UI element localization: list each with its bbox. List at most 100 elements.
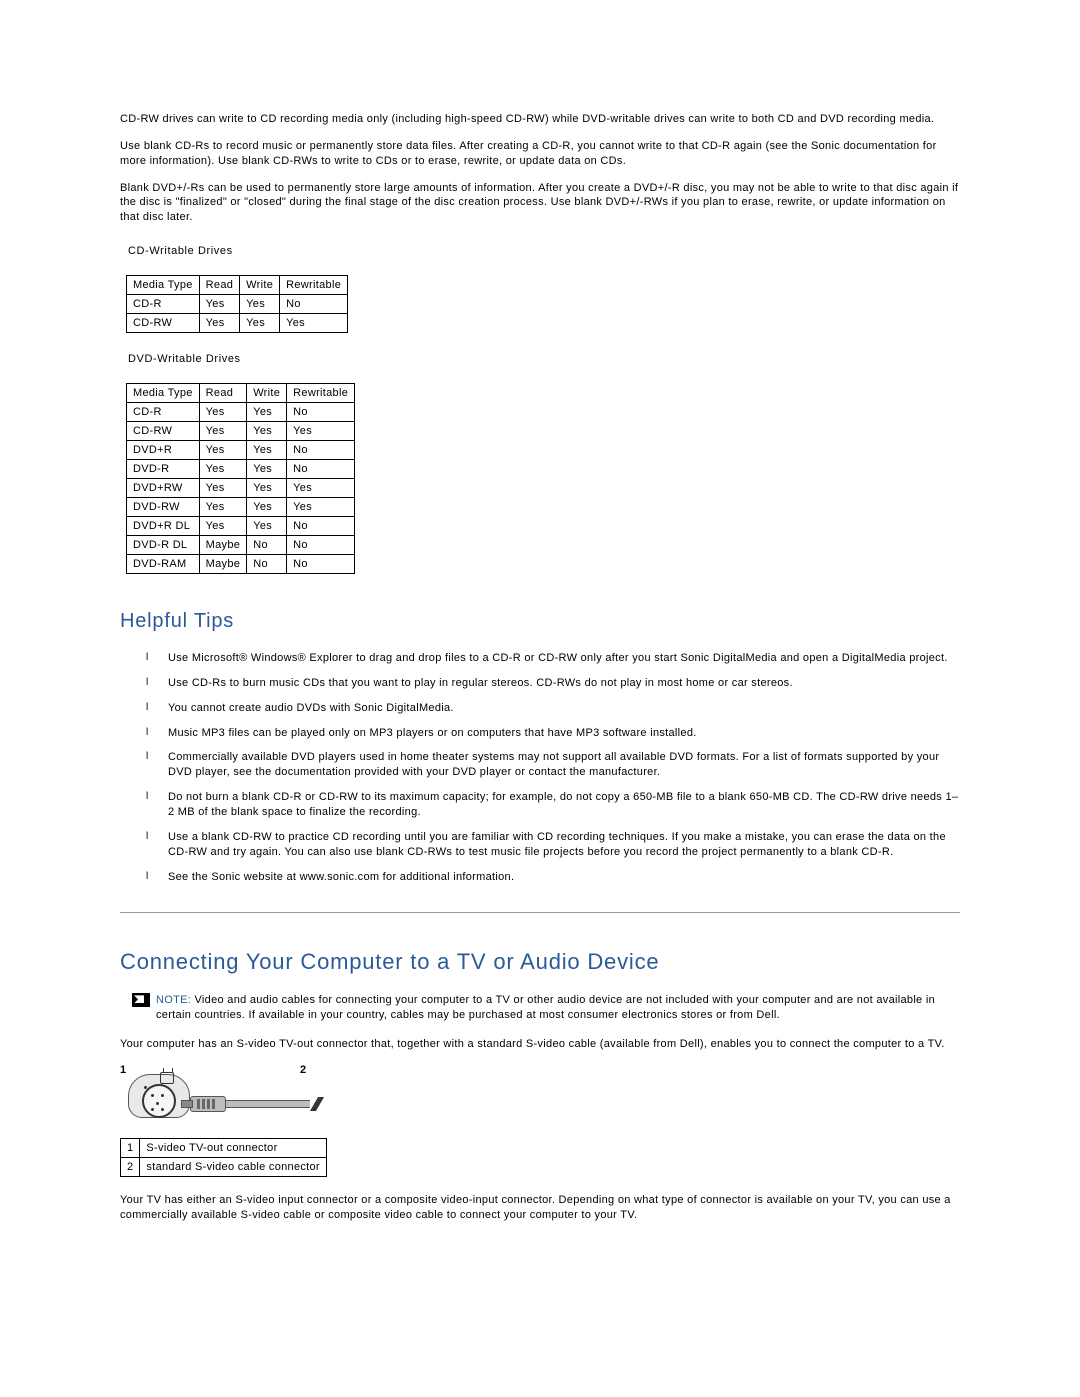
table-cell: No bbox=[287, 460, 355, 479]
list-item: See the Sonic website at www.sonic.com f… bbox=[146, 870, 960, 885]
table-cell: Yes bbox=[199, 517, 247, 536]
connect-paragraph-2: Your TV has either an S-video input conn… bbox=[120, 1193, 960, 1223]
table-cell: 2 bbox=[121, 1157, 140, 1176]
table-cell: Yes bbox=[199, 422, 247, 441]
table-cell: S-video TV-out connector bbox=[140, 1138, 326, 1157]
col-rewritable: Rewritable bbox=[287, 384, 355, 403]
note-body: Video and audio cables for connecting yo… bbox=[156, 994, 935, 1021]
table-cell: No bbox=[287, 555, 355, 574]
table-cell: DVD-RAM bbox=[127, 555, 200, 574]
document-page: CD-RW drives can write to CD recording m… bbox=[0, 0, 1080, 1295]
table-cell: DVD+R bbox=[127, 441, 200, 460]
table-cell: Yes bbox=[247, 441, 287, 460]
helpful-tips-heading: Helpful Tips bbox=[120, 610, 960, 633]
table-cell: No bbox=[247, 536, 287, 555]
list-item: You cannot create audio DVDs with Sonic … bbox=[146, 701, 960, 716]
table-row: 1S-video TV-out connector bbox=[121, 1138, 327, 1157]
dvd-writable-table: Media Type Read Write Rewritable CD-RYes… bbox=[126, 383, 355, 574]
svideo-socket-icon bbox=[142, 1084, 176, 1118]
table-cell: Yes bbox=[247, 403, 287, 422]
list-item: Use a blank CD-RW to practice CD recordi… bbox=[146, 830, 960, 860]
table-cell: DVD+RW bbox=[127, 479, 200, 498]
cd-table-caption: CD-Writable Drives bbox=[128, 245, 960, 257]
table-cell: CD-RW bbox=[127, 422, 200, 441]
intro-paragraph-2: Use blank CD-Rs to record music or perma… bbox=[120, 139, 960, 169]
table-row: DVD-RYesYesNo bbox=[127, 460, 355, 479]
table-header-row: Media Type Read Write Rewritable bbox=[127, 384, 355, 403]
tv-icon bbox=[160, 1072, 174, 1084]
table-row: CD-RWYesYesYes bbox=[127, 314, 348, 333]
table-cell: No bbox=[287, 536, 355, 555]
diagram-legend-table: 1S-video TV-out connector2standard S-vid… bbox=[120, 1138, 327, 1177]
table-cell: No bbox=[287, 441, 355, 460]
table-row: DVD+RWYesYesYes bbox=[127, 479, 355, 498]
table-cell: Yes bbox=[199, 460, 247, 479]
list-item: Use Microsoft® Windows® Explorer to drag… bbox=[146, 651, 960, 666]
table-cell: Maybe bbox=[199, 536, 247, 555]
col-read: Read bbox=[199, 384, 247, 403]
table-row: CD-RWYesYesYes bbox=[127, 422, 355, 441]
table-row: CD-RYesYesNo bbox=[127, 403, 355, 422]
table-row: DVD-RWYesYesYes bbox=[127, 498, 355, 517]
diagram-callout-2: 2 bbox=[300, 1064, 306, 1076]
table-cell: Yes bbox=[247, 422, 287, 441]
table-row: DVD+R DLYesYesNo bbox=[127, 517, 355, 536]
table-row: 2standard S-video cable connector bbox=[121, 1157, 327, 1176]
table-cell: No bbox=[280, 295, 348, 314]
col-media-type: Media Type bbox=[127, 276, 200, 295]
table-cell: DVD+R DL bbox=[127, 517, 200, 536]
diagram-callout-1: 1 bbox=[120, 1064, 126, 1076]
col-read: Read bbox=[199, 276, 240, 295]
table-cell: Yes bbox=[247, 460, 287, 479]
table-cell: DVD-RW bbox=[127, 498, 200, 517]
table-cell: CD-R bbox=[127, 403, 200, 422]
table-cell: Yes bbox=[287, 422, 355, 441]
table-cell: Yes bbox=[240, 295, 280, 314]
section-divider bbox=[120, 912, 960, 913]
table-cell: Yes bbox=[247, 479, 287, 498]
table-row: DVD+RYesYesNo bbox=[127, 441, 355, 460]
svideo-diagram: 1 2 bbox=[120, 1064, 310, 1124]
note-label: NOTE: bbox=[156, 994, 191, 1006]
col-rewritable: Rewritable bbox=[280, 276, 348, 295]
table-cell: Yes bbox=[199, 498, 247, 517]
tips-list: Use Microsoft® Windows® Explorer to drag… bbox=[146, 651, 960, 884]
table-cell: CD-R bbox=[127, 295, 200, 314]
table-cell: Yes bbox=[199, 295, 240, 314]
table-cell: Yes bbox=[287, 479, 355, 498]
cd-writable-table: Media Type Read Write Rewritable CD-RYes… bbox=[126, 275, 348, 333]
col-media-type: Media Type bbox=[127, 384, 200, 403]
connecting-heading: Connecting Your Computer to a TV or Audi… bbox=[120, 949, 960, 975]
intro-paragraph-3: Blank DVD+/-Rs can be used to permanentl… bbox=[120, 181, 960, 226]
table-cell: Maybe bbox=[199, 555, 247, 574]
table-cell: Yes bbox=[247, 517, 287, 536]
table-row: DVD-R DLMaybeNoNo bbox=[127, 536, 355, 555]
table-cell: Yes bbox=[199, 441, 247, 460]
table-row: CD-RYesYesNo bbox=[127, 295, 348, 314]
table-header-row: Media Type Read Write Rewritable bbox=[127, 276, 348, 295]
table-row: DVD-RAMMaybeNoNo bbox=[127, 555, 355, 574]
table-cell: Yes bbox=[199, 314, 240, 333]
note-text: NOTE: Video and audio cables for connect… bbox=[156, 993, 960, 1023]
table-cell: Yes bbox=[199, 403, 247, 422]
list-item: Do not burn a blank CD-R or CD-RW to its… bbox=[146, 790, 960, 820]
table-cell: Yes bbox=[247, 498, 287, 517]
note-block: NOTE: Video and audio cables for connect… bbox=[132, 993, 960, 1023]
cable-cord-icon bbox=[226, 1100, 310, 1108]
table-cell: Yes bbox=[240, 314, 280, 333]
table-cell: DVD-R bbox=[127, 460, 200, 479]
cable-plug-icon bbox=[190, 1096, 226, 1112]
table-cell: DVD-R DL bbox=[127, 536, 200, 555]
table-cell: Yes bbox=[280, 314, 348, 333]
table-cell: standard S-video cable connector bbox=[140, 1157, 326, 1176]
col-write: Write bbox=[247, 384, 287, 403]
table-cell: CD-RW bbox=[127, 314, 200, 333]
col-write: Write bbox=[240, 276, 280, 295]
intro-paragraph-1: CD-RW drives can write to CD recording m… bbox=[120, 112, 960, 127]
table-cell: Yes bbox=[199, 479, 247, 498]
list-item: Music MP3 files can be played only on MP… bbox=[146, 726, 960, 741]
connect-paragraph-1: Your computer has an S-video TV-out conn… bbox=[120, 1037, 960, 1052]
list-item: Commercially available DVD players used … bbox=[146, 750, 960, 780]
table-cell: 1 bbox=[121, 1138, 140, 1157]
table-cell: Yes bbox=[287, 498, 355, 517]
